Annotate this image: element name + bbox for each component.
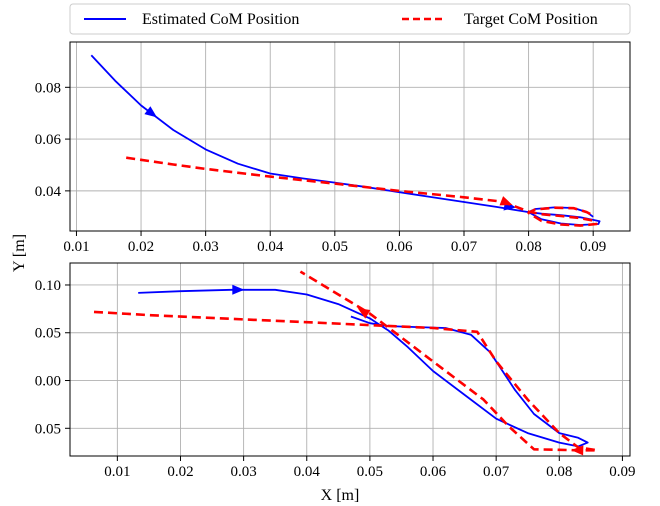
x-axis-label: X [m] [321, 487, 360, 504]
top-ticks: 0.01 0.02 0.03 0.04 0.05 0.06 0.07 0.08 0.09 0.04… [35, 80, 607, 255]
bottom-target-arrow [571, 445, 584, 456]
y-axis-label: Y [m] [11, 234, 28, 272]
legend-box [69, 3, 631, 35]
top-target-arrow [499, 196, 513, 206]
top-panel: 0.01 0.02 0.03 0.04 0.05 0.06 0.07 0.08 0.09 0.04… [35, 41, 631, 255]
top-x-tick-label: 0.04 [257, 239, 284, 255]
legend-estimated-label: Estimated CoM Position [142, 11, 299, 28]
bottom-x-tick-label: 0.03 [230, 464, 256, 480]
legend-target-label: Target CoM Position [464, 11, 598, 28]
bottom-x-tick-label: 0.05 [357, 464, 383, 480]
top-x-tick-label: 0.01 [63, 239, 89, 255]
bottom-axes-frame [69, 262, 631, 457]
top-target-line [126, 156, 598, 227]
top-y-tick-label: 0.04 [35, 184, 62, 200]
bottom-series [93, 270, 599, 456]
bottom-x-tick-label: 0.04 [294, 464, 321, 480]
bottom-y-tick-label: 0.00 [35, 374, 61, 390]
bottom-target-arrow [357, 308, 371, 319]
bottom-x-tick-label: 0.02 [167, 464, 193, 480]
top-y-tick-label: 0.06 [35, 132, 62, 148]
top-x-tick-label: 0.03 [193, 239, 219, 255]
top-estimated-arrow [144, 106, 157, 118]
top-x-tick-label: 0.05 [322, 239, 348, 255]
bottom-x-tick-label: 0.08 [546, 464, 572, 480]
top-estimated-line [90, 54, 601, 226]
bottom-grid [70, 263, 630, 456]
bottom-target-line [93, 270, 599, 452]
top-x-tick-label: 0.09 [580, 239, 606, 255]
bottom-y-tick-label: 0.05 [35, 326, 61, 342]
top-axes-frame [69, 41, 631, 232]
top-y-tick-label: 0.08 [35, 80, 61, 96]
top-x-tick-label: 0.08 [515, 239, 541, 255]
top-x-tick-label: 0.07 [451, 239, 478, 255]
bottom-ticks: 0.01 0.02 0.03 0.04 0.05 0.06 0.07 0.08 0.09 0.10… [35, 278, 636, 480]
bottom-x-tick-label: 0.06 [420, 464, 447, 480]
legend: Estimated CoM Position Target CoM Positi… [69, 3, 631, 35]
bottom-estimated-arrow [232, 284, 245, 295]
top-x-tick-label: 0.02 [128, 239, 154, 255]
top-x-tick-label: 0.06 [386, 239, 413, 255]
top-series [90, 54, 601, 227]
bottom-x-tick-label: 0.09 [609, 464, 635, 480]
bottom-y-tick-label: 0.05 [35, 421, 61, 437]
bottom-panel: 0.01 0.02 0.03 0.04 0.05 0.06 0.07 0.08 0.09 0.10… [35, 262, 636, 480]
bottom-x-tick-label: 0.07 [483, 464, 510, 480]
bottom-x-tick-label: 0.01 [104, 464, 130, 480]
bottom-y-tick-label: 0.10 [35, 278, 61, 294]
top-grid [70, 42, 630, 231]
